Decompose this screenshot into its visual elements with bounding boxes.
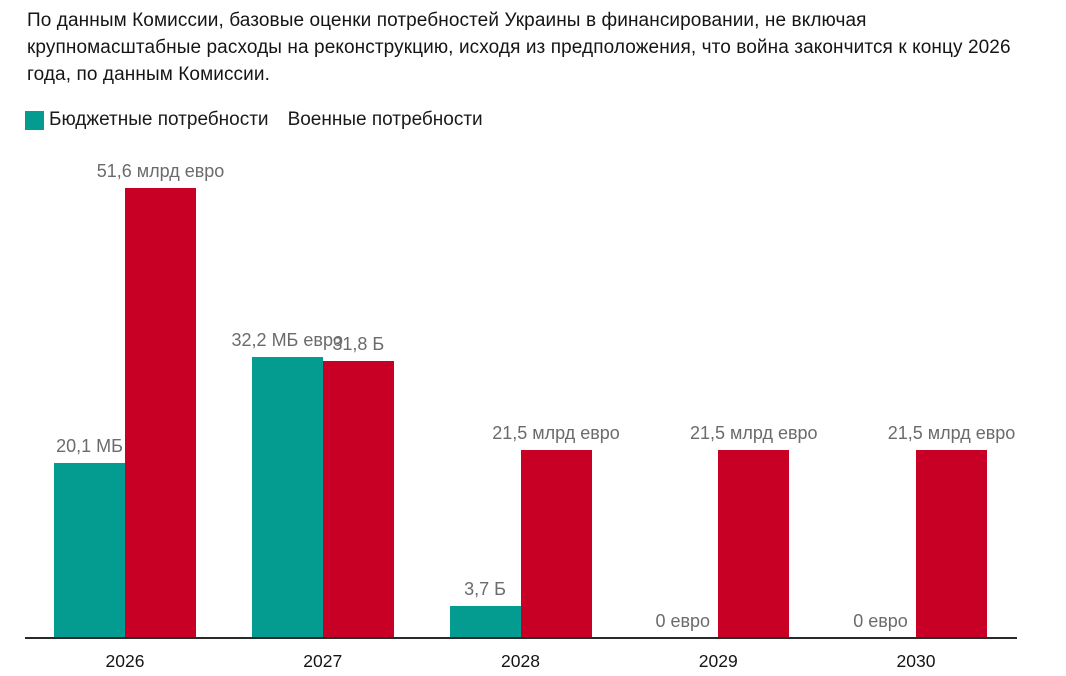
x-tick-2028: 2028 xyxy=(501,651,540,671)
bar-military-2026[interactable] xyxy=(125,188,196,638)
value-label-budget-2027: 32,2 МБ евро xyxy=(231,330,343,350)
bar-budget-2026[interactable] xyxy=(54,463,125,638)
value-label-military-2029: 21,5 млрд евро xyxy=(689,423,818,443)
x-tick-2026: 2026 xyxy=(105,651,145,671)
value-label-budget-2028: 3,7 Б xyxy=(464,579,506,599)
budget-series-swatch xyxy=(25,110,44,130)
value-label-budget-2029: 0 евро xyxy=(655,611,711,631)
bar-military-2028[interactable] xyxy=(520,450,592,638)
bar-military-2029[interactable] xyxy=(718,450,790,638)
x-tick-2029: 2029 xyxy=(698,651,738,671)
x-tick-2030: 2030 xyxy=(896,651,936,671)
legend: Бюджетные потребности Военные потребност… xyxy=(25,109,483,131)
value-label-military-2028: 21,5 млрд евро xyxy=(492,423,620,443)
legend-label-military: Военные потребности xyxy=(287,109,483,130)
value-label-military-2027: 31,8 Б xyxy=(332,334,385,354)
value-label-military-2030: 21,5 млрд евро xyxy=(887,423,1016,443)
bar-military-2027[interactable] xyxy=(322,361,394,638)
x-tick-2027: 2027 xyxy=(303,651,343,671)
chart-title: По данным Комиссии, базовые оценки потре… xyxy=(27,10,1011,85)
x-axis-line xyxy=(25,637,1017,639)
legend-label-budget: Бюджетные потребности xyxy=(49,109,269,130)
value-label-budget-2030: 0 евро xyxy=(853,611,908,631)
value-label-budget-2026: 20,1 МБ xyxy=(56,436,123,456)
value-label-military-2026: 51,6 млрд евро xyxy=(96,161,225,181)
bar-military-2030[interactable] xyxy=(916,450,987,638)
bar-budget-2028[interactable] xyxy=(449,606,521,638)
bar-budget-2027[interactable] xyxy=(251,357,323,638)
